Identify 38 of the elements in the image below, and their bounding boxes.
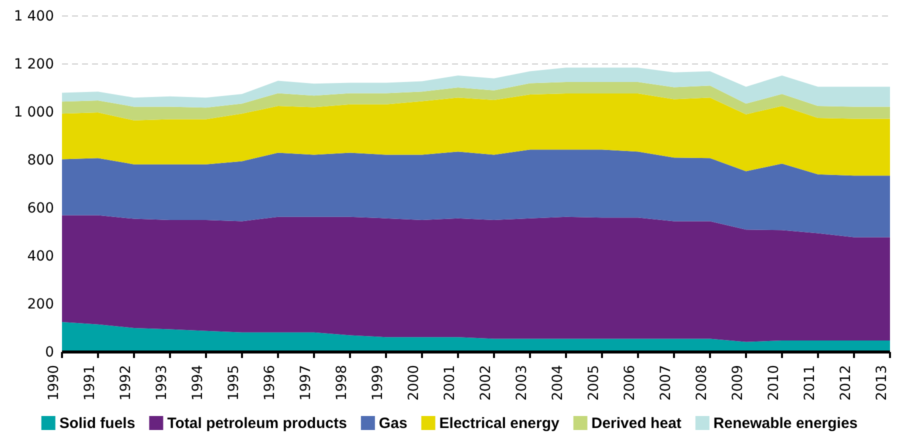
legend-label: Derived heat xyxy=(591,415,682,432)
x-tick-label: 1993 xyxy=(154,365,170,401)
legend-label: Renewable energies xyxy=(713,415,858,432)
x-tick-label: 2000 xyxy=(406,365,422,401)
legend-label: Electrical energy xyxy=(439,415,560,432)
x-tick-label: 1999 xyxy=(370,365,386,401)
x-tick-label: 2002 xyxy=(478,365,494,401)
x-tick-label: 2001 xyxy=(442,365,458,401)
legend-label: Solid fuels xyxy=(59,415,136,432)
y-tick-label: 1 200 xyxy=(14,56,54,72)
legend-label: Gas xyxy=(378,415,408,432)
x-tick-label: 1990 xyxy=(46,365,62,401)
y-tick-label: 600 xyxy=(27,200,54,216)
y-tick-label: 0 xyxy=(45,344,54,360)
x-tick-label: 1994 xyxy=(190,364,206,401)
x-tick-label: 1992 xyxy=(118,365,134,401)
y-tick-label: 1 400 xyxy=(14,8,54,24)
x-tick-label: 2010 xyxy=(766,365,782,401)
y-tick-label: 1 000 xyxy=(14,104,54,120)
x-tick-label: 1998 xyxy=(334,365,350,401)
x-tick-label: 1996 xyxy=(262,364,278,401)
x-tick-label: 2005 xyxy=(586,365,602,401)
x-tick-label: 1997 xyxy=(298,365,314,401)
y-tick-label: 800 xyxy=(27,152,54,168)
legend-label: Total petroleum products xyxy=(167,415,347,432)
x-tick-label: 2013 xyxy=(874,365,890,401)
x-tick-label: 2011 xyxy=(802,365,818,401)
x-tick-label: 2008 xyxy=(694,365,710,401)
x-tick-label: 2007 xyxy=(658,365,674,401)
x-tick-label: 1991 xyxy=(82,365,98,401)
x-tick-label: 2003 xyxy=(514,365,530,401)
y-tick-label: 400 xyxy=(27,248,54,264)
x-tick-label: 1995 xyxy=(226,365,242,401)
x-tick-label: 2004 xyxy=(550,364,566,401)
x-tick-label: 2009 xyxy=(730,365,746,401)
y-tick-label: 200 xyxy=(27,296,54,312)
x-tick-label: 2012 xyxy=(838,365,854,401)
x-tick-label: 2006 xyxy=(622,364,638,401)
